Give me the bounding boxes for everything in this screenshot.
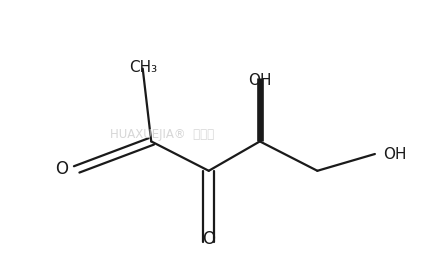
Text: O: O <box>202 230 215 248</box>
Text: OH: OH <box>248 73 272 88</box>
Text: O: O <box>55 160 68 178</box>
Text: CH₃: CH₃ <box>129 60 157 75</box>
Text: HUAXUEJIA®  化学加: HUAXUEJIA® 化学加 <box>110 128 214 141</box>
Text: OH: OH <box>383 146 407 162</box>
